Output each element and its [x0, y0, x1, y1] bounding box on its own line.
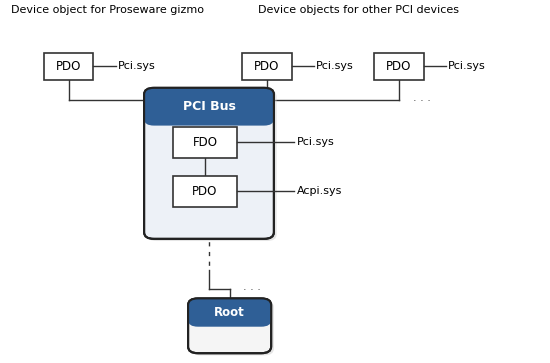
Text: . . .: . . .: [243, 282, 261, 292]
FancyBboxPatch shape: [188, 298, 271, 327]
FancyBboxPatch shape: [144, 88, 274, 126]
Text: Pci.sys: Pci.sys: [316, 61, 354, 71]
Text: Root: Root: [214, 306, 245, 319]
Text: PDO: PDO: [56, 60, 81, 73]
Text: Pci.sys: Pci.sys: [297, 138, 335, 147]
Text: PDO: PDO: [254, 60, 279, 73]
FancyBboxPatch shape: [374, 53, 424, 80]
Text: Pci.sys: Pci.sys: [118, 61, 156, 71]
FancyBboxPatch shape: [44, 53, 94, 80]
Text: PCI Bus: PCI Bus: [183, 100, 235, 113]
Text: PDO: PDO: [192, 185, 218, 198]
Text: Pci.sys: Pci.sys: [448, 61, 486, 71]
Bar: [154, 108, 264, 119]
Text: Acpi.sys: Acpi.sys: [297, 187, 342, 196]
FancyBboxPatch shape: [173, 176, 236, 207]
FancyBboxPatch shape: [191, 301, 274, 355]
FancyBboxPatch shape: [188, 298, 271, 353]
FancyBboxPatch shape: [242, 53, 292, 80]
Text: Device object for Proseware gizmo: Device object for Proseware gizmo: [11, 5, 204, 16]
FancyBboxPatch shape: [144, 88, 274, 239]
Text: FDO: FDO: [192, 136, 217, 149]
Text: Device objects for other PCI devices: Device objects for other PCI devices: [258, 5, 459, 16]
FancyBboxPatch shape: [147, 90, 277, 241]
FancyBboxPatch shape: [173, 127, 236, 158]
Bar: [198, 313, 261, 320]
Text: . . .: . . .: [412, 93, 431, 103]
Text: PDO: PDO: [386, 60, 411, 73]
